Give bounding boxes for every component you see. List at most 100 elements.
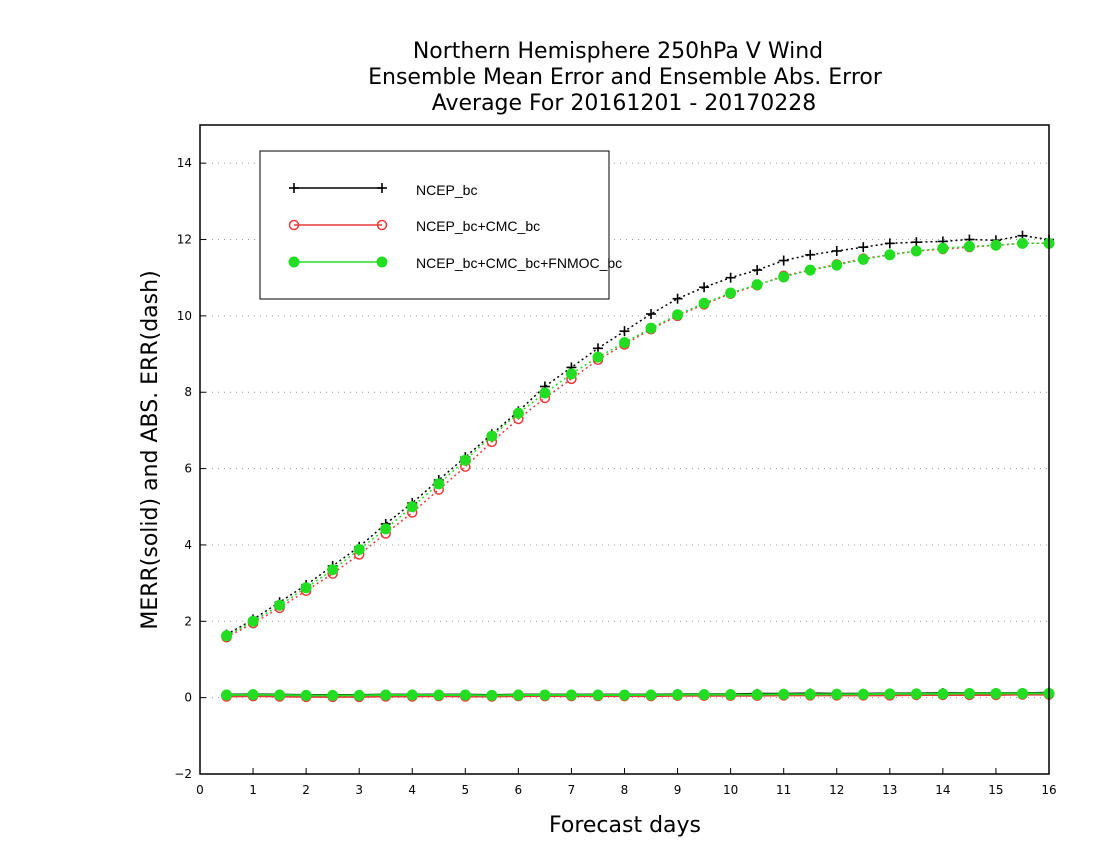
abs-err-point-ncep-bc bbox=[884, 238, 895, 249]
abs-err-point-ncep-bc-cmc-bc-fnmoc-bc bbox=[884, 249, 896, 261]
abs-err-point-ncep-bc bbox=[619, 326, 630, 337]
abs-err-point-ncep-bc bbox=[672, 293, 683, 304]
merr-point-ncep-bc-cmc-bc-fnmoc-bc bbox=[565, 689, 577, 701]
abs-err-point-ncep-bc bbox=[805, 249, 816, 260]
merr-point-ncep-bc-cmc-bc-fnmoc-bc bbox=[804, 688, 816, 700]
y-tick-label: 6 bbox=[184, 462, 192, 476]
abs-err-point-ncep-bc-cmc-bc-fnmoc-bc bbox=[963, 240, 975, 252]
x-tick-label: 16 bbox=[1041, 783, 1056, 797]
merr-point-ncep-bc-cmc-bc-fnmoc-bc bbox=[672, 689, 684, 701]
merr-point-ncep-bc-cmc-bc-fnmoc-bc bbox=[937, 688, 949, 700]
merr-point-ncep-bc-cmc-bc-fnmoc-bc bbox=[698, 689, 710, 701]
merr-point-ncep-bc-cmc-bc-fnmoc-bc bbox=[247, 689, 259, 701]
abs-err-point-ncep-bc bbox=[752, 265, 763, 276]
abs-err-point-ncep-bc-cmc-bc-fnmoc-bc bbox=[221, 630, 233, 642]
y-tick-label: 2 bbox=[184, 614, 192, 628]
y-axis-title: MERR(solid) and ABS. ERR(dash) bbox=[138, 270, 163, 629]
merr-point-ncep-bc-cmc-bc-fnmoc-bc bbox=[221, 689, 233, 701]
abs-err-point-ncep-bc-cmc-bc-fnmoc-bc bbox=[937, 242, 949, 254]
abs-err-point-ncep-bc-cmc-bc-fnmoc-bc bbox=[380, 523, 392, 535]
y-tick-label: −2 bbox=[174, 767, 192, 781]
merr-point-ncep-bc-cmc-bc-fnmoc-bc bbox=[592, 689, 604, 701]
abs-err-point-ncep-bc-cmc-bc-fnmoc-bc bbox=[592, 351, 604, 363]
abs-err-point-ncep-bc-cmc-bc-fnmoc-bc bbox=[619, 337, 630, 349]
y-tick-label: 0 bbox=[184, 691, 192, 705]
abs-err-point-ncep-bc bbox=[778, 255, 789, 266]
x-tick-label: 10 bbox=[723, 783, 738, 797]
abs-err-point-ncep-bc-cmc-bc-fnmoc-bc bbox=[857, 253, 869, 265]
merr-point-ncep-bc-cmc-bc-fnmoc-bc bbox=[619, 689, 630, 701]
chart-title-line-3: Average For 20161201 - 20170228 bbox=[432, 91, 817, 116]
legend-label-ncep-bc: NCEP_bc bbox=[416, 182, 477, 198]
x-tick-label: 6 bbox=[515, 783, 523, 797]
abs-err-point-ncep-bc-cmc-bc-fnmoc-bc bbox=[645, 322, 657, 334]
merr-point-ncep-bc-cmc-bc-fnmoc-bc bbox=[433, 689, 445, 701]
merr-point-ncep-bc-cmc-bc-fnmoc-bc bbox=[353, 689, 365, 701]
merr-point-ncep-bc-cmc-bc-fnmoc-bc bbox=[380, 689, 392, 701]
abs-err-point-ncep-bc-cmc-bc-fnmoc-bc bbox=[512, 407, 524, 419]
abs-err-point-ncep-bc-cmc-bc-fnmoc-bc bbox=[327, 564, 339, 576]
legend-marker-ncep-bc bbox=[289, 183, 299, 193]
merr-point-ncep-bc-cmc-bc-fnmoc-bc bbox=[751, 689, 763, 701]
chart-title-line-2: Ensemble Mean Error and Ensemble Abs. Er… bbox=[368, 65, 883, 90]
x-tick-label: 14 bbox=[935, 783, 950, 797]
merr-point-ncep-bc-cmc-bc-fnmoc-bc bbox=[831, 688, 843, 700]
legend-label-ncep-bc-cmc-bc: NCEP_bc+CMC_bc bbox=[416, 218, 540, 234]
abs-err-point-ncep-bc-cmc-bc-fnmoc-bc bbox=[804, 264, 816, 276]
merr-point-ncep-bc-cmc-bc-fnmoc-bc bbox=[884, 688, 896, 700]
abs-err-point-ncep-bc-cmc-bc-fnmoc-bc bbox=[990, 239, 1002, 251]
legend-marker-ncep-bc-cmc-bc-fnmoc-bc bbox=[376, 256, 388, 268]
merr-point-ncep-bc-cmc-bc-fnmoc-bc bbox=[778, 688, 790, 700]
x-tick-label: 9 bbox=[674, 783, 682, 797]
merr-point-ncep-bc-cmc-bc-fnmoc-bc bbox=[406, 689, 418, 701]
merr-point-ncep-bc-cmc-bc-fnmoc-bc bbox=[512, 689, 524, 701]
y-tick-label: 8 bbox=[184, 385, 192, 399]
x-tick-label: 15 bbox=[988, 783, 1003, 797]
abs-err-point-ncep-bc-cmc-bc-fnmoc-bc bbox=[778, 271, 790, 283]
legend-item-ncep-bc bbox=[289, 183, 387, 193]
merr-point-ncep-bc-cmc-bc-fnmoc-bc bbox=[459, 689, 471, 701]
merr-point-ncep-bc-cmc-bc-fnmoc-bc bbox=[645, 689, 657, 701]
x-tick-label: 4 bbox=[408, 783, 416, 797]
abs-err-line-ncep-bc-cmc-bc-fnmoc-bc bbox=[226, 242, 1049, 637]
abs-err-point-ncep-bc bbox=[831, 245, 842, 256]
merr-point-ncep-bc-cmc-bc-fnmoc-bc bbox=[274, 689, 286, 701]
data-series bbox=[221, 230, 1055, 703]
abs-err-point-ncep-bc-cmc-bc-fnmoc-bc bbox=[1016, 237, 1028, 249]
abs-err-point-ncep-bc-cmc-bc-fnmoc-bc bbox=[406, 501, 418, 513]
abs-err-point-ncep-bc-cmc-bc-fnmoc-bc bbox=[274, 599, 286, 611]
x-tick-label: 8 bbox=[621, 783, 629, 797]
y-tick-label: 14 bbox=[177, 156, 192, 170]
x-tick-label: 5 bbox=[461, 783, 469, 797]
y-tick-label: 4 bbox=[184, 538, 192, 552]
y-tick-label: 12 bbox=[177, 233, 192, 247]
abs-err-point-ncep-bc-cmc-bc-fnmoc-bc bbox=[725, 287, 737, 299]
x-tick-label: 12 bbox=[829, 783, 844, 797]
abs-err-point-ncep-bc-cmc-bc-fnmoc-bc bbox=[247, 615, 259, 627]
abs-err-point-ncep-bc-cmc-bc-fnmoc-bc bbox=[539, 387, 551, 399]
merr-point-ncep-bc-cmc-bc-fnmoc-bc bbox=[857, 688, 869, 700]
merr-point-ncep-bc-cmc-bc-fnmoc-bc bbox=[327, 689, 339, 701]
legend-marker-ncep-bc-cmc-bc bbox=[376, 219, 388, 231]
series-ncep-bc-cmc-bc-fnmoc-bc bbox=[221, 237, 1055, 701]
legend-item-ncep-bc-cmc-bc-fnmoc-bc bbox=[288, 256, 388, 268]
x-tick-label: 11 bbox=[776, 783, 791, 797]
abs-err-point-ncep-bc-cmc-bc-fnmoc-bc bbox=[433, 478, 445, 490]
abs-err-point-ncep-bc-cmc-bc-fnmoc-bc bbox=[353, 544, 365, 556]
legend-marker-ncep-bc-cmc-bc-fnmoc-bc bbox=[288, 256, 300, 268]
abs-err-point-ncep-bc-cmc-bc-fnmoc-bc bbox=[565, 368, 577, 380]
legend: NCEP_bc NCEP_bc+CMC_bc NCEP_bc+CMC_bc+FN… bbox=[259, 150, 622, 300]
legend-marker-ncep-bc bbox=[377, 183, 387, 193]
x-tick-label: 13 bbox=[882, 783, 897, 797]
merr-point-ncep-bc-cmc-bc-fnmoc-bc bbox=[300, 689, 312, 701]
abs-err-point-ncep-bc-cmc-bc-fnmoc-bc bbox=[831, 259, 843, 271]
legend-marker-ncep-bc-cmc-bc bbox=[288, 219, 300, 231]
legend-item-ncep-bc-cmc-bc bbox=[288, 219, 388, 231]
abs-err-point-ncep-bc bbox=[699, 282, 710, 293]
y-tick-label: 10 bbox=[177, 309, 192, 323]
x-axis-title: Forecast days bbox=[549, 813, 701, 838]
abs-err-point-ncep-bc-cmc-bc-fnmoc-bc bbox=[910, 245, 922, 257]
